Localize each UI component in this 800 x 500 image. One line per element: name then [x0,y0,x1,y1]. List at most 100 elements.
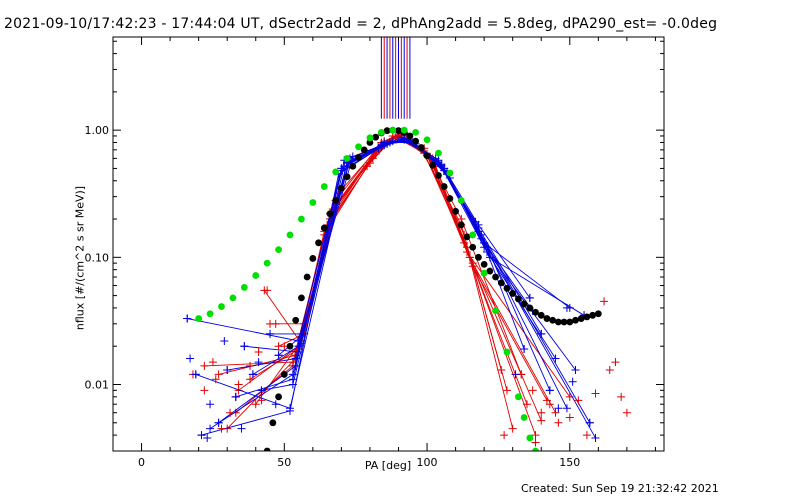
black-reference-point [514,295,522,303]
black-reference-point [554,318,562,326]
blue-marker [191,370,200,379]
series-layer [183,37,631,451]
blue-marker [257,386,266,395]
blue-marker [537,329,546,338]
x-tick-label: 50 [277,456,291,469]
blue-marker [520,345,529,354]
red-marker [600,297,609,306]
green-reference-point [389,126,397,134]
green-reference-point [309,199,317,206]
blue-point [297,329,306,338]
x-tick-label: 0 [138,456,145,469]
red-marker [617,392,626,401]
blue-marker [545,386,554,395]
blue-point [477,234,486,243]
green-reference-point [469,231,477,239]
black-reference-point [549,316,557,324]
black-reference-point [315,239,322,247]
blue-marker [186,354,195,363]
blue-marker [562,303,571,312]
green-reference-point [275,246,282,254]
blue-profile-line [187,139,542,342]
green-reference-point [298,215,305,223]
black-reference-point [349,162,357,170]
blue-point [480,238,489,247]
black-reference-point [509,290,517,297]
green-reference-point [520,414,528,421]
blue-profile-line [201,139,596,439]
red-marker [208,358,217,367]
red-profile-line [218,134,502,375]
black-reference-point [469,243,477,251]
blue-marker [254,358,263,367]
red-marker [271,319,280,328]
x-axis-label: PA [deg] [365,459,411,472]
blue-profile-line [235,137,568,409]
red-marker [622,408,631,417]
blue-point [294,342,303,351]
black-reference-point [577,315,585,322]
red-point [200,361,209,370]
green-reference-point [195,315,203,322]
black-reference-point [360,146,368,154]
black-reference-point [303,273,311,281]
blue-profile-line [244,136,525,353]
black-reference-point [486,267,494,275]
green-reference-point [263,259,271,267]
green-reference-point [286,231,294,239]
red-point [551,408,560,417]
blue-marker [554,404,563,413]
black-reference-point [589,311,597,319]
black-reference-point [497,279,505,287]
blue-point [288,375,297,384]
blue-marker [591,433,600,442]
green-reference-point [492,307,499,315]
black-reference-point [412,137,420,145]
green-reference-point [320,183,328,190]
black-reference-point [286,342,294,350]
black-reference-point [406,132,414,140]
blue-marker [214,418,223,427]
red-marker [217,424,226,433]
red-marker [565,413,574,422]
blue-marker [237,424,246,433]
blue-marker [197,431,206,440]
blue-marker [568,377,577,386]
blue-marker [240,342,249,351]
black-reference-point [526,304,534,312]
green-reference-point [532,447,539,451]
blue-marker [525,293,534,302]
x-tick-label: 150 [559,456,580,469]
red-marker [528,386,537,395]
green-reference-point [218,303,225,310]
green-reference-point [503,348,511,356]
black-reference-point [594,310,602,318]
black-reference-point [492,273,499,281]
blue-marker [220,336,229,345]
green-reference-point [526,434,534,442]
black-reference-point [337,184,345,192]
green-reference-point [423,136,431,144]
blue-marker [274,351,283,360]
black-reference-point [309,255,317,262]
green-reference-point [480,269,488,277]
chart-title: 2021-09-10/17:42:23 - 17:44:04 UT, dSect… [4,16,718,32]
red-marker [263,286,272,295]
red-marker [200,386,209,395]
green-reference-point [514,393,522,401]
red-point [214,370,223,379]
blue-marker [551,354,560,363]
green-reference-point [446,169,454,177]
blue-marker [511,370,520,379]
red-point [531,431,540,440]
red-marker [234,380,243,389]
blue-marker [585,418,594,427]
black-reference-point [572,316,579,324]
y-tick-label: 1.00 [85,124,110,137]
red-marker [574,396,583,405]
black-reference-point [566,318,574,326]
x-tick-label: 100 [417,456,438,469]
blue-point [440,164,449,173]
black-reference-point [440,183,448,190]
red-point [502,386,511,395]
